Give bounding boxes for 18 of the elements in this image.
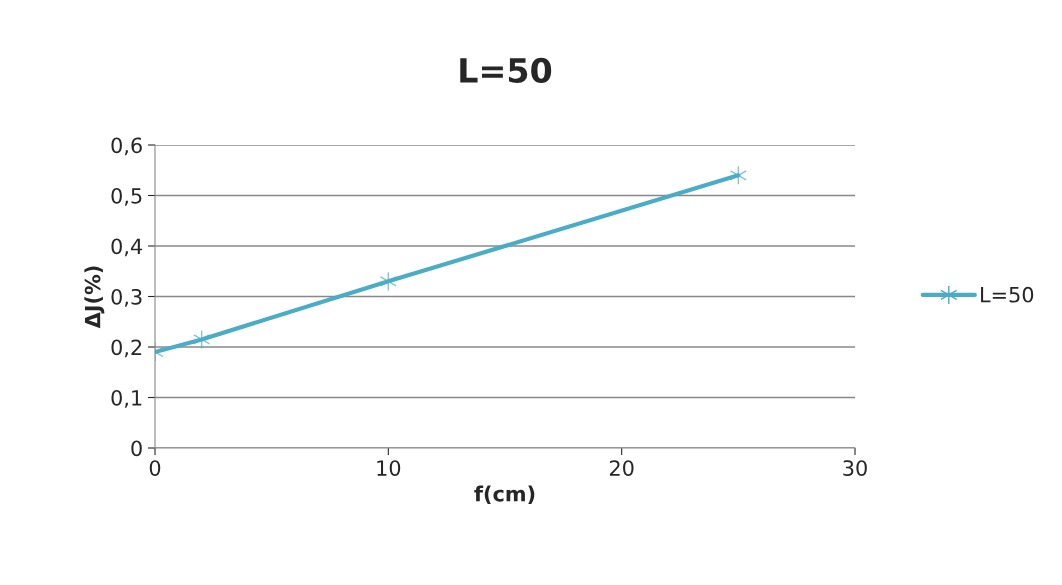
y-tick-label: 0,2 [111, 339, 142, 358]
y-tick-label: 0,6 [111, 137, 142, 156]
point [729, 165, 747, 186]
point [193, 329, 211, 350]
legend-label: L=50 [981, 286, 1034, 303]
y-tick-label: 0 [131, 440, 142, 457]
chart-title: L=50 [460, 57, 552, 83]
y-axis-title: ΔJ(%) [84, 266, 105, 329]
x-tick-label: 0 [149, 460, 161, 476]
y-tick-label: 0,5 [111, 187, 142, 206]
x-tick-label: 30 [843, 460, 867, 476]
x-axis-title: f(cm) [474, 485, 535, 505]
x-tick-label: 20 [609, 460, 634, 476]
point [379, 271, 397, 292]
y-tick-label: 0,1 [111, 389, 142, 408]
y-tick-label: 0,3 [111, 288, 142, 307]
y-tick-label: 0,4 [111, 238, 143, 257]
x-tick-label: 10 [377, 460, 401, 476]
